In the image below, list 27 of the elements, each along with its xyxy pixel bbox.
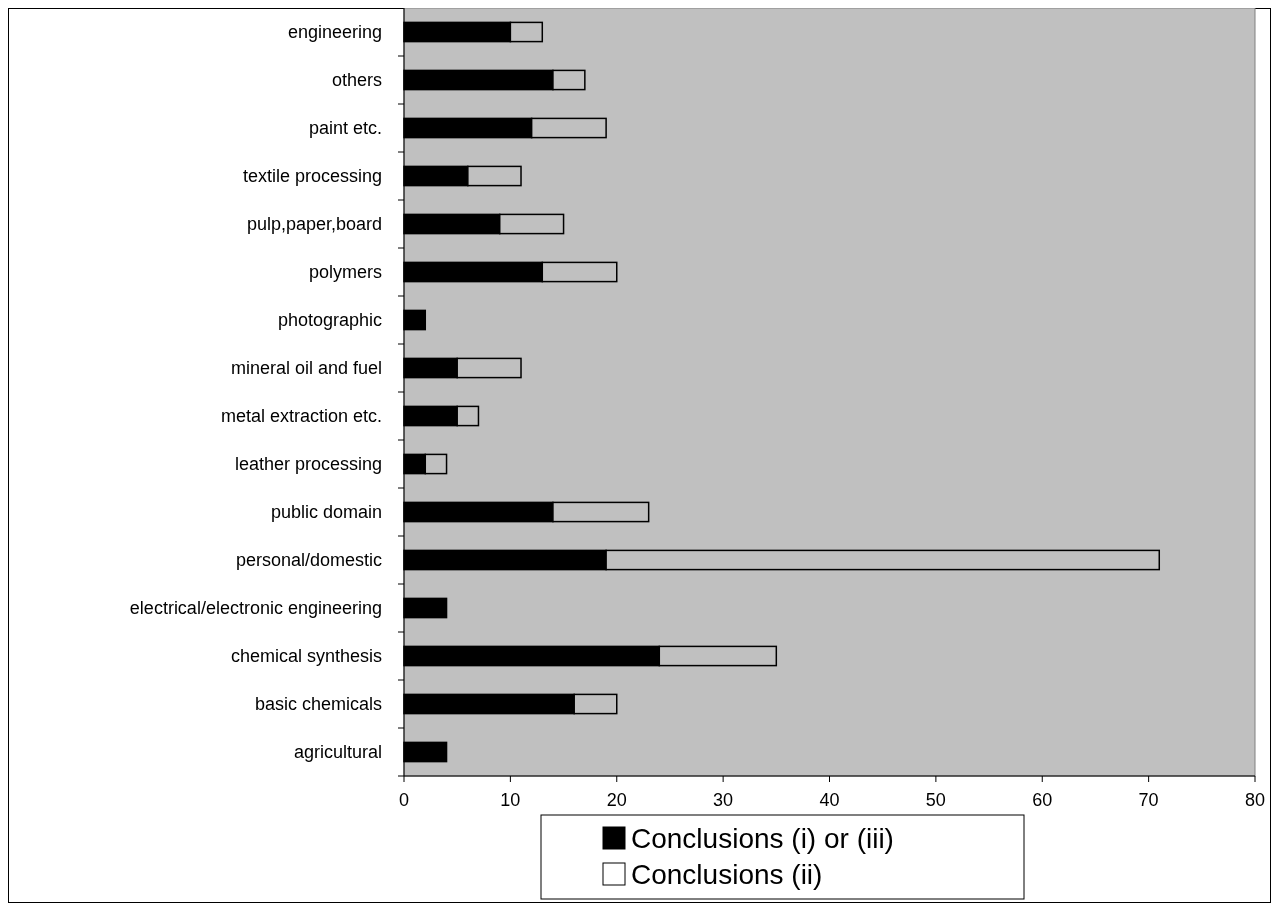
y-tick-label: electrical/electronic engineering [129, 598, 382, 618]
y-tick-label: metal extraction etc. [220, 406, 382, 426]
y-tick-label: mineral oil and fuel [230, 358, 382, 378]
y-tick-label: textile processing [242, 166, 382, 186]
y-tick-label: chemical synthesis [230, 646, 382, 666]
y-tick-label: photographic [277, 310, 382, 330]
x-tick-label: 50 [925, 790, 946, 810]
legend-label: Conclusions (ii) [631, 858, 823, 890]
y-tick-label: leather processing [234, 454, 382, 474]
x-tick-label: 60 [1032, 790, 1053, 810]
x-tick-label: 20 [606, 790, 627, 810]
y-tick-label: pulp,paper,board [246, 214, 382, 234]
y-tick-label: engineering [287, 22, 382, 42]
x-tick-label: 80 [1244, 790, 1266, 810]
x-tick-label: 40 [819, 790, 840, 810]
x-tick-label: 30 [713, 790, 734, 810]
y-tick-label: agricultural [293, 742, 382, 762]
y-tick-label: public domain [270, 502, 382, 522]
y-tick-label: paint etc. [308, 118, 382, 138]
legend-label: Conclusions (i) or (iii) [631, 822, 894, 854]
x-tick-label: 70 [1138, 790, 1159, 810]
y-tick-label: personal/domestic [235, 550, 382, 570]
y-tick-label: basic chemicals [254, 694, 382, 714]
y-tick-label: others [331, 70, 382, 90]
x-tick-label: 10 [500, 790, 521, 810]
y-tick-label: polymers [308, 262, 382, 282]
x-tick-label: 0 [398, 790, 410, 810]
